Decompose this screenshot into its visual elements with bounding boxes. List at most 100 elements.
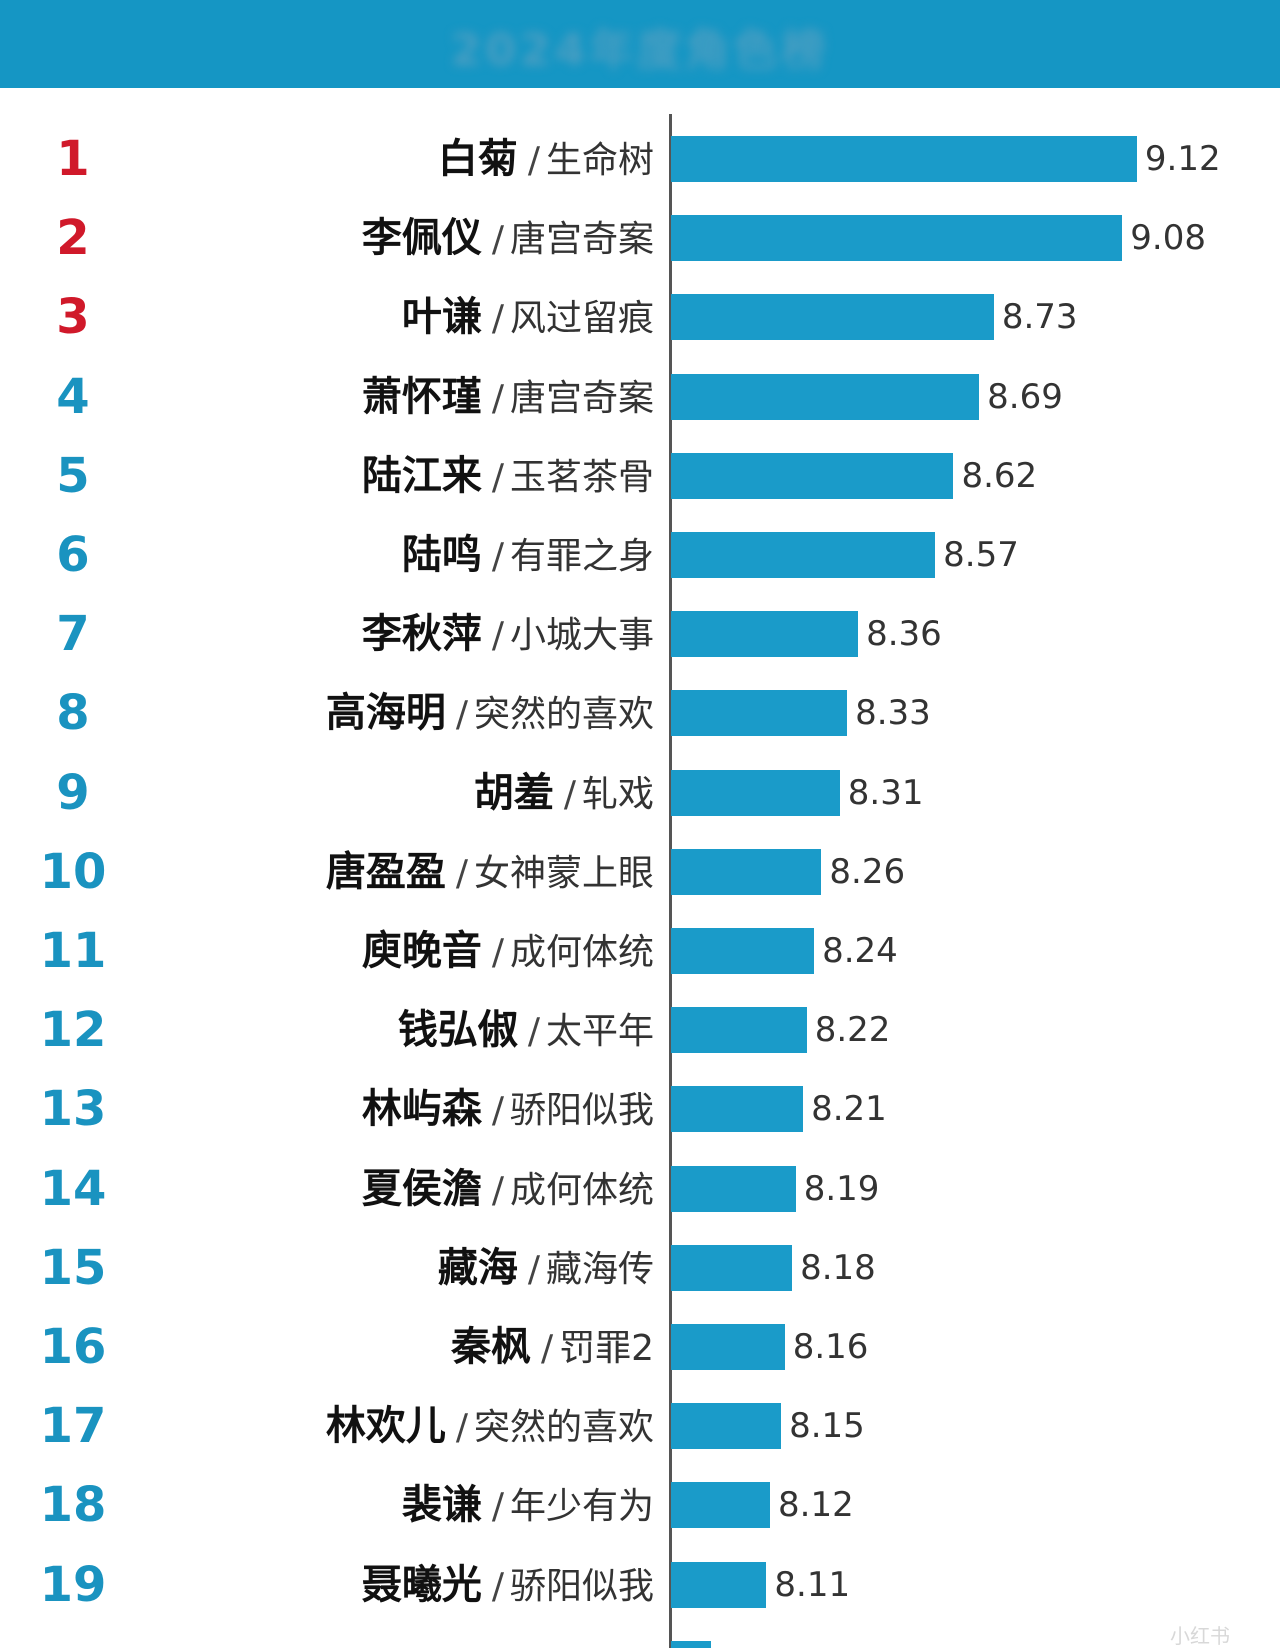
drama-title: 成何体统 [509, 1169, 654, 1211]
rank-number: 2 [56, 210, 90, 267]
label-separator: / [491, 1565, 504, 1607]
bar-row: 2 李佩仪 / 唐宫奇案 9.08 [0, 199, 1280, 277]
character-name: 叶谦 [401, 294, 482, 341]
label-separator: / [455, 694, 468, 736]
drama-title: 风过留痕 [509, 298, 654, 340]
drama-title: 骄阳似我 [509, 1090, 654, 1132]
data-label: 8.24 [822, 931, 898, 971]
character-name: 李秋萍 [361, 611, 482, 658]
bar [671, 532, 936, 578]
rank-number: 4 [56, 368, 90, 425]
category-label: 李秋萍 / 小城大事 [362, 595, 654, 673]
character-name: 高海明 [325, 690, 446, 737]
chart-title: 2024年度角色榜 [450, 25, 830, 76]
bar-row: 14 夏侯澹 / 成何体统 8.19 [0, 1150, 1280, 1228]
bar [671, 1324, 785, 1370]
rank-number: 13 [39, 1081, 107, 1138]
bar [671, 611, 859, 658]
category-label: 聂曦光 / 骄阳似我 [362, 1546, 654, 1624]
data-label: 8.11 [774, 1564, 851, 1605]
bar-row: 3 叶谦 / 风过留痕 8.73 [0, 278, 1280, 356]
character-name: 夏侯澹 [361, 1165, 482, 1212]
data-label: 8.73 [1001, 297, 1078, 338]
bar-row: 16 秦枫 / 罚罪2 8.16 [0, 1308, 1280, 1386]
rank-number: 14 [39, 1160, 107, 1217]
bar [671, 1007, 807, 1054]
label-separator: / [491, 377, 504, 419]
drama-title: 有罪之身 [509, 536, 654, 577]
character-name: 聂曦光 [361, 1561, 482, 1608]
drama-title: 轧戏 [581, 773, 654, 815]
category-label: 陆江来 / 玉茗茶骨 [362, 437, 654, 515]
rank-number: 6 [56, 527, 90, 583]
category-label: 钱弘俶 / 太平年 [398, 991, 654, 1069]
bar-row: 12 钱弘俶 / 太平年 8.22 [0, 991, 1280, 1069]
category-label: 陆鸣 / 有罪之身 [402, 516, 654, 594]
bar [671, 1244, 793, 1291]
bar-row: 1 白菊 / 生命树 9.12 [0, 120, 1280, 198]
character-name: 藏海 [437, 1244, 518, 1291]
data-label: 8.19 [803, 1168, 880, 1209]
character-name: 陆江来 [361, 452, 482, 499]
category-label: 藏海 / 藏海传 [438, 1229, 654, 1307]
bar [671, 690, 848, 737]
drama-title: 唐宫奇案 [509, 219, 654, 261]
bar [671, 1165, 796, 1212]
label-separator: / [527, 1248, 540, 1290]
bar-row: 8 高海明 / 突然的喜欢 8.33 [0, 674, 1280, 752]
category-label: 叶谦 / 风过留痕 [402, 278, 654, 356]
drama-title: 太平年 [545, 1011, 654, 1053]
bar-row: 11 庾晚音 / 成何体统 8.24 [0, 912, 1280, 990]
rank-number: 12 [39, 1002, 107, 1059]
data-label: 8.16 [792, 1327, 869, 1367]
data-label: 8.33 [855, 693, 931, 734]
bar [671, 136, 1137, 182]
character-name: 林屿森 [361, 1086, 482, 1133]
drama-title: 骄阳似我 [509, 1565, 654, 1607]
character-name: 胡羞 [473, 769, 554, 816]
bar [671, 928, 815, 974]
bar [671, 215, 1123, 262]
data-label: 8.26 [829, 851, 906, 892]
data-label: 8.21 [811, 1089, 887, 1130]
bar-row: 9 胡羞 / 轧戏 8.31 [0, 754, 1280, 832]
bar-partial-next [671, 1641, 711, 1648]
category-label: 林屿森 / 骄阳似我 [362, 1070, 654, 1148]
character-name: 钱弘俶 [397, 1007, 518, 1054]
category-label: 秦枫 / 罚罪2 [451, 1308, 654, 1386]
rank-number: 5 [56, 447, 90, 504]
drama-title: 突然的喜欢 [473, 694, 654, 736]
data-label: 8.69 [987, 376, 1063, 417]
drama-title: 突然的喜欢 [473, 1407, 654, 1449]
drama-title: 女神蒙上眼 [473, 852, 654, 894]
drama-title: 玉茗茶骨 [509, 456, 654, 498]
bar-row: 15 藏海 / 藏海传 8.18 [0, 1229, 1280, 1307]
label-separator: / [491, 1169, 504, 1211]
label-separator: / [527, 140, 540, 181]
rank-number: 9 [56, 764, 90, 821]
bar [671, 373, 980, 420]
character-name: 李佩仪 [361, 215, 482, 262]
character-name: 陆鸣 [401, 532, 482, 578]
rank-number: 16 [39, 1319, 107, 1375]
label-separator: / [455, 852, 468, 894]
category-label: 萧怀瑾 / 唐宫奇案 [362, 358, 654, 436]
label-separator: / [491, 932, 504, 973]
label-separator: / [455, 1407, 468, 1449]
rank-number: 17 [39, 1398, 107, 1455]
drama-title: 年少有为 [509, 1486, 654, 1528]
label-separator: / [540, 1328, 554, 1369]
bar-row: 4 萧怀瑾 / 唐宫奇案 8.69 [0, 358, 1280, 436]
category-label: 高海明 / 突然的喜欢 [326, 674, 654, 752]
character-name: 林欢儿 [325, 1403, 446, 1450]
category-label: 林欢儿 / 突然的喜欢 [326, 1387, 654, 1465]
bar-row: 18 裴谦 / 年少有为 8.12 [0, 1466, 1280, 1544]
bar-row: 6 陆鸣 / 有罪之身 8.57 [0, 516, 1280, 594]
data-label: 8.62 [961, 455, 1038, 496]
rank-number: 3 [56, 289, 90, 346]
data-label: 9.12 [1144, 139, 1221, 179]
header-bar: 2024年度角色榜 [0, 0, 1280, 88]
category-label: 庾晚音 / 成何体统 [362, 912, 654, 990]
category-label: 白菊 / 生命树 [438, 120, 654, 198]
